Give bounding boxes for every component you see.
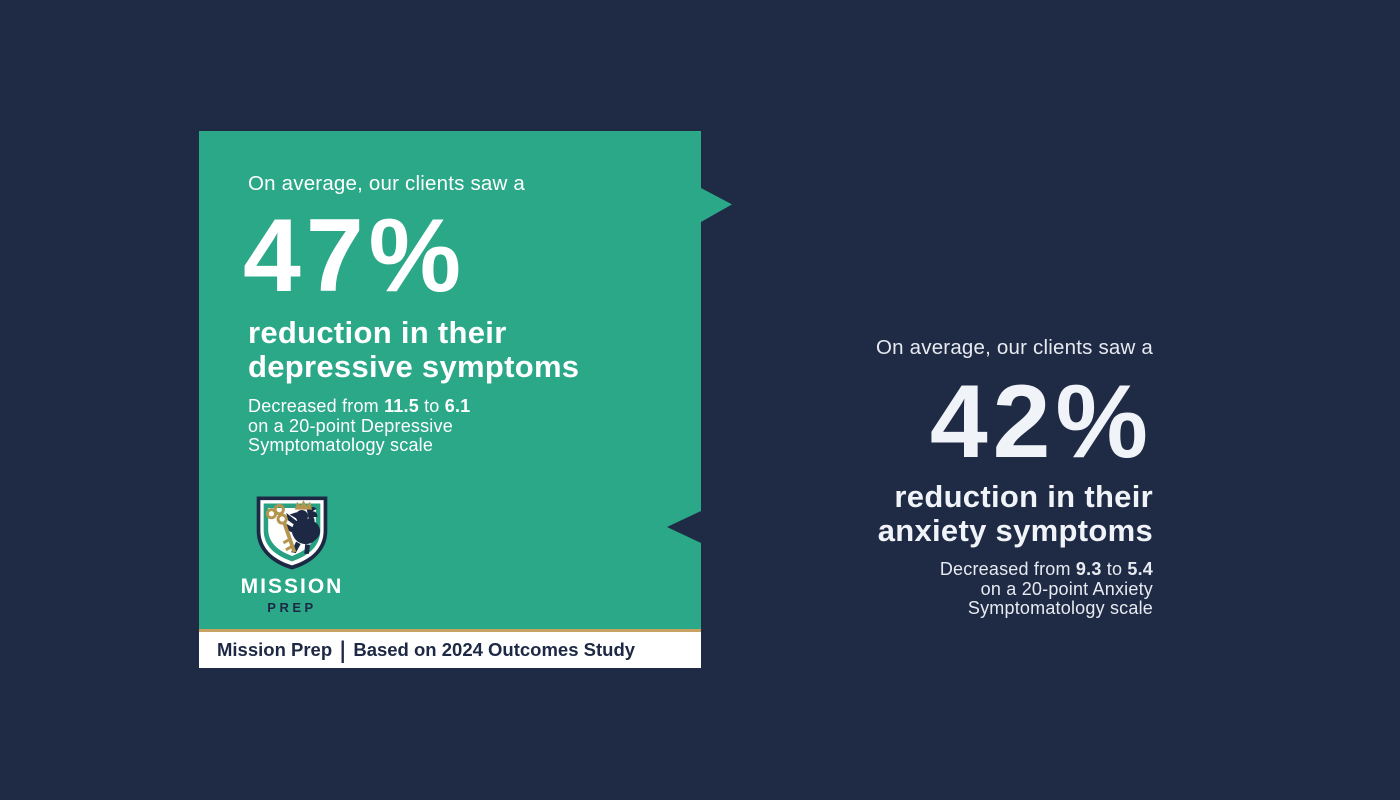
attribution-note: Based on 2024 Outcomes Study <box>353 639 636 660</box>
anxiety-stat-percentage: 42% <box>929 364 1153 480</box>
attribution-separator: | <box>340 635 346 663</box>
key-icon <box>265 503 297 553</box>
detail-mid: to <box>418 396 445 416</box>
card-headline-line2: depressive symptoms <box>248 349 580 384</box>
panel-headline-line1: reduction in their <box>894 479 1153 514</box>
card-headline-line1: reduction in their <box>248 315 507 350</box>
panel-detail-from-value: 9.3 <box>1075 559 1102 579</box>
detail-from-value: 11.5 <box>384 396 419 416</box>
panel-headline: reduction in their anxiety symptoms <box>750 480 1153 548</box>
mission-prep-crest-icon <box>256 495 328 570</box>
logo-wordmark-prep: PREP <box>267 599 317 615</box>
attribution-bar: Mission Prep | Based on 2024 Outcomes Stud… <box>199 632 701 668</box>
panel-detail-line3: Symptomatology scale <box>967 598 1153 618</box>
gold-divider <box>199 629 701 632</box>
card-intro-text: On average, our clients saw a <box>248 172 525 195</box>
panel-detail-mid: to <box>1101 559 1128 579</box>
panel-headline-line2: anxiety symptoms <box>877 513 1153 548</box>
panel-detail-line2: on a 20-point Anxiety <box>980 578 1153 599</box>
panel-intro-text: On average, our clients saw a <box>876 336 1153 359</box>
depression-stat-percentage: 47% <box>243 198 467 314</box>
anxiety-stat-panel: On average, our clients saw a 42% reduct… <box>750 336 1153 619</box>
depression-stat-card: On average, our clients saw a 47% reduct… <box>199 131 732 668</box>
card-speech-tab-pointer <box>701 188 732 222</box>
detail-line3: Symptomatology scale <box>248 435 434 455</box>
detail-line2: on a 20-point Depressive <box>248 415 453 436</box>
mission-prep-logo: MISSION PREP <box>239 494 345 615</box>
panel-detail-text: Decreased from 9.3 to 5.4 on a 20-point A… <box>750 559 1153 619</box>
logo-wordmark-mission: MISSION <box>240 574 344 598</box>
attribution-brand: Mission Prep <box>217 639 333 660</box>
panel-detail-to-value: 5.4 <box>1127 559 1153 579</box>
panel-detail-prefix: Decreased from <box>939 559 1076 579</box>
lion-icon <box>284 506 321 554</box>
card-body: On average, our clients saw a 47% reduct… <box>199 131 701 629</box>
crown-icon <box>294 499 313 510</box>
detail-prefix: Decreased from <box>248 396 385 416</box>
card-detail-text: Decreased from 11.5 to 6.1 on a 20-point … <box>248 396 701 456</box>
card-headline: reduction in their depressive symptoms <box>248 316 701 384</box>
detail-to-value: 6.1 <box>444 396 471 416</box>
